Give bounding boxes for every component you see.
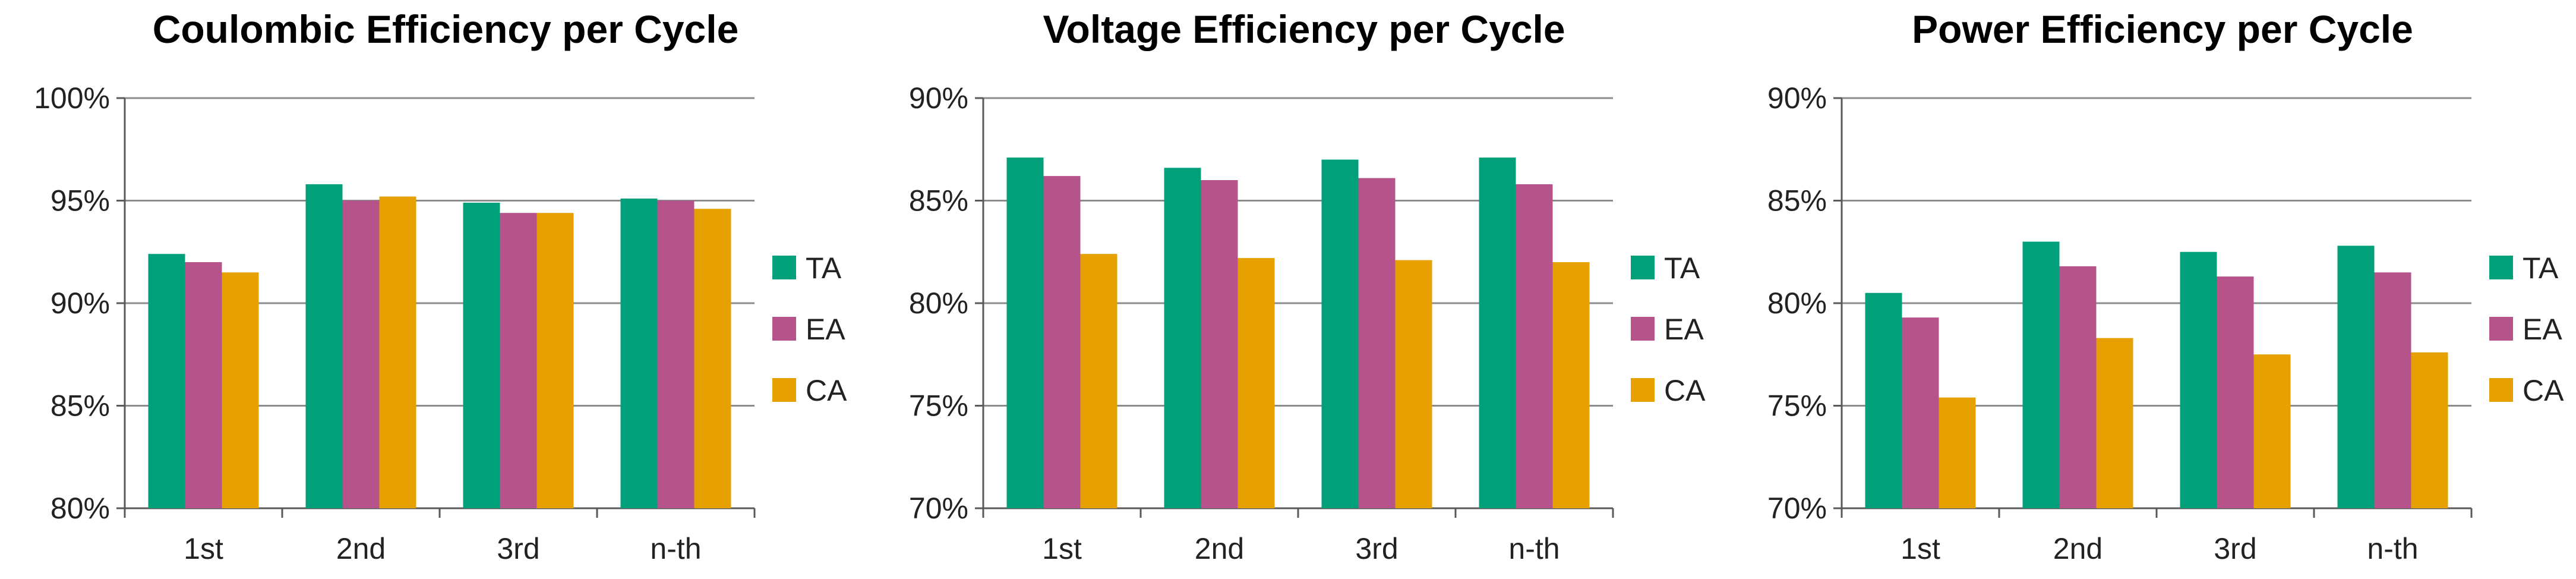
y-tick-label: 95% (50, 184, 110, 218)
bar-ta-3rd (463, 202, 500, 508)
bar-ta-n-th (620, 199, 658, 508)
x-category-label: n-th (1508, 532, 1560, 565)
y-tick-label: 90% (909, 81, 968, 115)
x-category-label: 3rd (1355, 532, 1398, 565)
bar-ta-3rd (1321, 159, 1359, 508)
bar-ca-2nd (379, 196, 416, 509)
bar-ca-n-th (1552, 262, 1590, 508)
y-tick-label: 90% (50, 287, 110, 320)
x-category-label: n-th (2367, 532, 2418, 565)
y-tick-label: 75% (1767, 389, 1827, 423)
x-category-label: 2nd (2053, 532, 2103, 565)
bar-ea-2nd (342, 200, 380, 508)
chart-title: Coulombic Efficiency per Cycle (153, 7, 739, 51)
y-tick-label: 70% (909, 492, 968, 525)
bar-ta-2nd (2022, 241, 2060, 508)
bar-ca-3rd (536, 213, 574, 508)
bar-ta-n-th (2337, 246, 2375, 508)
y-tick-label: 85% (1767, 184, 1827, 218)
x-category-label: 1st (184, 532, 223, 565)
x-category-label: n-th (650, 532, 701, 565)
bar-ta-1st (1006, 158, 1044, 508)
bar-ea-n-th (657, 200, 694, 508)
bar-ea-3rd (1358, 178, 1396, 508)
legend-swatch-ta (1631, 256, 1655, 279)
y-tick-label: 80% (909, 287, 968, 320)
chart-title: Voltage Efficiency per Cycle (1043, 7, 1565, 51)
chart-voltage: Voltage Efficiency per Cycle 70% 75% 80% 85%… (909, 7, 1706, 565)
y-tick-label: 85% (909, 184, 968, 218)
bar-ca-2nd (1238, 258, 1275, 508)
legend-swatch-ca (772, 378, 796, 402)
y-tick-label: 80% (50, 492, 110, 525)
bar-ta-2nd (305, 184, 343, 508)
bar-ta-2nd (1164, 168, 1201, 508)
bar-ta-3rd (2180, 251, 2217, 508)
bar-ca-1st (222, 272, 259, 508)
bar-ca-1st (1080, 254, 1117, 508)
bar-ca-3rd (1395, 260, 1432, 508)
y-tick-label: 80% (1767, 287, 1827, 320)
legend-label-ta: TA (1664, 251, 1700, 285)
x-category-label: 1st (1042, 532, 1082, 565)
legend-swatch-ea (1631, 317, 1655, 341)
legend-label-ca: CA (806, 374, 847, 407)
legend-swatch-ta (772, 256, 796, 279)
bar-ea-1st (1902, 317, 1939, 508)
legend-swatch-ea (2489, 317, 2513, 341)
bar-ea-1st (185, 262, 222, 508)
bar-ea-2nd (1201, 180, 1238, 508)
x-category-label: 3rd (2214, 532, 2256, 565)
legend-label-ea: EA (1664, 313, 1704, 346)
y-tick-label: 90% (1767, 81, 1827, 115)
legend-swatch-ca (2489, 378, 2513, 402)
legend-swatch-ca (1631, 378, 1655, 402)
legend-label-ta: TA (2523, 251, 2559, 285)
x-category-label: 1st (1901, 532, 1940, 565)
y-tick-label: 85% (50, 389, 110, 423)
legend-label-ea: EA (806, 313, 845, 346)
chart-panel-power: Power Efficiency per Cycle 70% 75% 80% 85% 90… (1717, 0, 2576, 579)
chart-coulombic: Coulombic Efficiency per Cycle 80% 85% 90% 9… (34, 7, 847, 565)
bar-ta-1st (1865, 292, 1902, 508)
bar-ca-n-th (694, 209, 731, 508)
y-tick-label: 70% (1767, 492, 1827, 525)
chart-panel-coulombic: Coulombic Efficiency per Cycle 80% 85% 90% 9… (0, 0, 858, 579)
x-category-label: 2nd (336, 532, 386, 565)
bar-ea-2nd (2059, 266, 2097, 508)
bar-ea-n-th (1516, 184, 1553, 508)
legend-label-ca: CA (2523, 374, 2564, 407)
x-category-label: 2nd (1195, 532, 1244, 565)
chart-power: Power Efficiency per Cycle 70% 75% 80% 85% 90… (1767, 7, 2564, 565)
bar-ea-n-th (2374, 272, 2411, 508)
x-category-label: 3rd (497, 532, 539, 565)
legend-label-ta: TA (806, 251, 842, 285)
bar-ca-n-th (2411, 352, 2448, 508)
bar-ea-3rd (500, 213, 537, 508)
bar-ca-3rd (2253, 354, 2291, 508)
bar-ca-2nd (2096, 338, 2133, 508)
legend-swatch-ta (2489, 256, 2513, 279)
bar-ta-1st (148, 254, 185, 508)
y-tick-label: 100% (34, 81, 110, 115)
chart-panel-voltage: Voltage Efficiency per Cycle 70% 75% 80% 85%… (858, 0, 1717, 579)
legend-label-ca: CA (1664, 374, 1706, 407)
bar-ea-1st (1043, 176, 1081, 509)
legend-label-ea: EA (2523, 313, 2562, 346)
chart-title: Power Efficiency per Cycle (1912, 7, 2413, 51)
y-tick-label: 75% (909, 389, 968, 423)
bar-ca-1st (1939, 397, 1976, 508)
bar-ea-3rd (2217, 276, 2254, 508)
legend-swatch-ea (772, 317, 796, 341)
bar-ta-n-th (1479, 158, 1516, 508)
